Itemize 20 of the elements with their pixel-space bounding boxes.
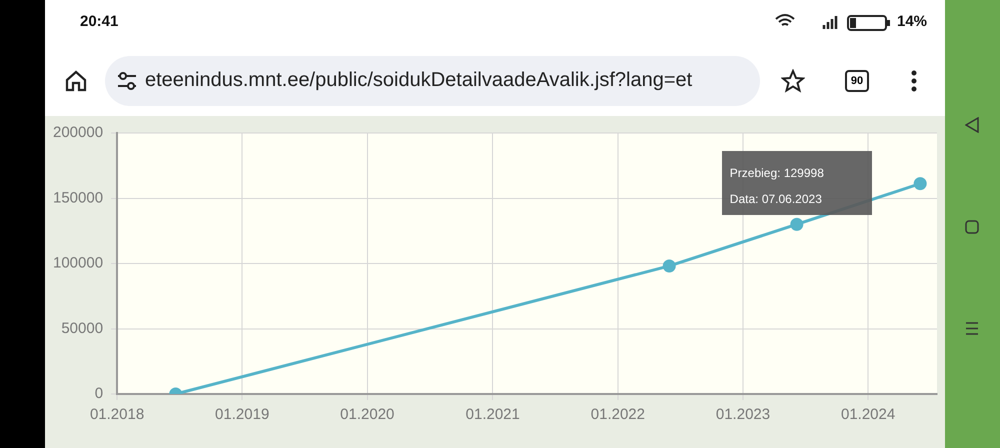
tooltip-box: Przebieg: 129998 Data: 07.06.2023 [722,151,872,216]
y-tick-label: 150000 [52,189,104,206]
y-tick-label: 100000 [52,254,104,272]
y-tick-label: 50000 [61,320,104,337]
x-tick-label: 01.2023 [716,406,770,424]
text: 20:41 [80,13,118,30]
point [790,218,804,231]
x-tick-label: 01.2022 [590,406,645,424]
y-tick-label: 200000 [52,124,104,142]
x-tick-label: 01.2019 [215,406,270,424]
y-tick-label: 0 [94,385,104,402]
x-tick-label: 01.2018 [90,406,144,424]
x-tick-label: 01.2021 [466,406,520,424]
text: 90 [845,70,869,92]
text: eteenindus.mnt.ee/public/soidukDetailvaadeAvalik.jsf?lang=et [145,69,692,92]
point [662,259,676,272]
point [914,177,927,190]
x-tick-label: 01.2024 [840,406,896,424]
text: 14% [897,13,928,30]
x-tick-label: 01.2020 [340,406,394,424]
